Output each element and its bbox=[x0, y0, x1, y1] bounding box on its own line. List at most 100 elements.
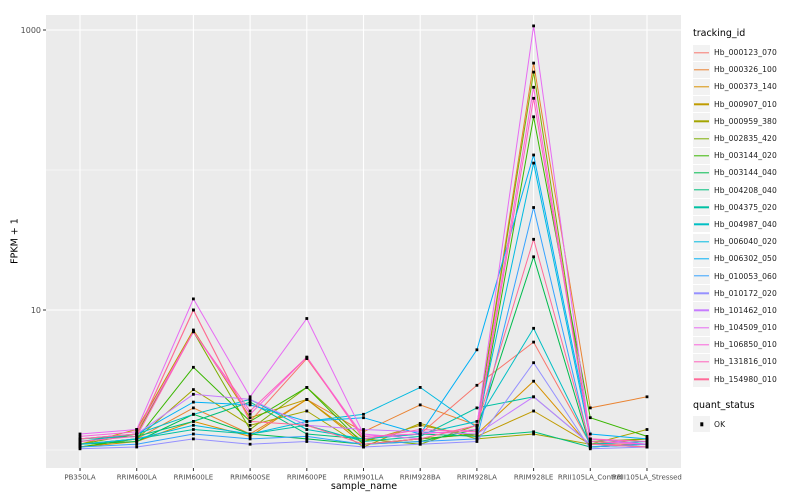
data-point bbox=[248, 395, 252, 399]
data-point bbox=[192, 420, 195, 423]
legend-entry-label: Hb_000907_010 bbox=[714, 99, 777, 109]
data-point bbox=[78, 435, 82, 438]
data-point bbox=[248, 432, 252, 436]
data-point bbox=[418, 442, 422, 446]
data-point bbox=[248, 437, 252, 441]
data-point bbox=[135, 437, 139, 441]
data-point bbox=[248, 398, 252, 401]
legend-key-swatch bbox=[693, 113, 710, 130]
data-point bbox=[192, 406, 195, 410]
legend-entry-label: Hb_106850_010 bbox=[714, 340, 777, 350]
data-point bbox=[78, 440, 82, 443]
data-point bbox=[192, 400, 195, 404]
legend-entry: Hb_010053_060 bbox=[693, 267, 799, 285]
legend-entry-label: Hb_000123_070 bbox=[714, 48, 777, 58]
data-point bbox=[645, 440, 649, 443]
legend-entry-label: Hb_006040_020 bbox=[714, 237, 777, 247]
data-point bbox=[305, 420, 309, 423]
data-point bbox=[135, 445, 139, 449]
data-point bbox=[135, 440, 139, 443]
legend-color-line bbox=[694, 120, 709, 123]
data-point bbox=[475, 423, 479, 427]
data-point bbox=[588, 437, 592, 441]
x-tick-label: RRII105LA_Stressed bbox=[612, 474, 682, 482]
data-point bbox=[305, 428, 309, 431]
legend-entry-label: Hb_104509_010 bbox=[714, 323, 777, 333]
legend-entry: Hb_154980_010 bbox=[693, 371, 799, 388]
data-point bbox=[645, 428, 649, 431]
legend-entry-quant: OK bbox=[693, 416, 799, 433]
data-point bbox=[248, 412, 252, 416]
data-point bbox=[248, 428, 252, 431]
legend-color-line bbox=[694, 223, 709, 226]
data-point bbox=[645, 395, 649, 399]
legend-entries: Hb_000123_070 Hb_000326_100 Hb_000373_140 H… bbox=[693, 44, 799, 388]
x-tick-label: RRIM600PE bbox=[287, 474, 327, 482]
data-point bbox=[192, 297, 195, 301]
legend-color-line bbox=[694, 326, 709, 329]
legend-color-line bbox=[694, 172, 709, 174]
data-point bbox=[305, 355, 309, 359]
data-point bbox=[192, 308, 195, 312]
data-point bbox=[135, 432, 139, 436]
legend-color-line bbox=[694, 292, 709, 294]
legend-key-swatch bbox=[693, 268, 710, 285]
data-point bbox=[475, 428, 479, 431]
data-point bbox=[78, 432, 82, 436]
legend-color-line bbox=[694, 103, 709, 105]
legend-key-swatch bbox=[693, 44, 710, 61]
data-point bbox=[475, 406, 479, 410]
legend-key-swatch bbox=[693, 336, 710, 353]
point-icon bbox=[699, 422, 704, 427]
data-point bbox=[418, 432, 422, 436]
data-point bbox=[418, 423, 422, 427]
data-point bbox=[248, 435, 252, 438]
legend: tracking_id Hb_000123_070 Hb_000326_100 Hb… bbox=[693, 28, 799, 433]
data-point bbox=[588, 442, 592, 446]
legend-entry-label: Hb_131816_010 bbox=[714, 357, 777, 367]
legend-key-swatch bbox=[693, 302, 710, 319]
data-point bbox=[78, 437, 82, 441]
legend-title-quant-status: quant_status bbox=[693, 399, 755, 411]
legend-entry: Hb_004375_020 bbox=[693, 199, 799, 216]
data-point bbox=[645, 437, 649, 441]
data-point bbox=[135, 435, 139, 438]
y-axis-title: FPKM + 1 bbox=[9, 218, 21, 264]
legend-key-swatch bbox=[693, 61, 710, 78]
y-tick-label: 10 bbox=[31, 306, 41, 315]
legend-entry-label: Hb_010172_020 bbox=[714, 288, 777, 298]
data-point bbox=[362, 440, 365, 443]
data-point bbox=[305, 317, 309, 320]
data-point bbox=[532, 115, 535, 119]
data-point bbox=[362, 445, 365, 449]
data-point bbox=[532, 70, 535, 74]
legend-entry-label: OK bbox=[714, 419, 726, 429]
data-point bbox=[475, 420, 479, 423]
data-point bbox=[475, 435, 479, 438]
legend-key-swatch bbox=[693, 371, 710, 388]
y-tick-label: 1000 bbox=[21, 26, 41, 35]
legend-color-line bbox=[694, 309, 709, 312]
legend-key-swatch bbox=[693, 216, 710, 233]
data-point bbox=[588, 445, 592, 449]
x-tick-label: RRII105LA_Control bbox=[558, 474, 623, 482]
data-point bbox=[248, 403, 252, 407]
x-tick-label: RRIM600LE bbox=[174, 474, 214, 482]
legend-key-swatch bbox=[693, 416, 710, 433]
data-point bbox=[305, 398, 309, 401]
legend-key-swatch bbox=[693, 319, 710, 336]
x-tick-label: RRIM928LA bbox=[457, 474, 497, 482]
data-point bbox=[588, 432, 592, 436]
data-point bbox=[248, 423, 252, 427]
x-axis-title: sample_name bbox=[330, 481, 398, 492]
legend-entry-label: Hb_000326_100 bbox=[714, 65, 777, 75]
data-point bbox=[532, 409, 535, 413]
data-point bbox=[532, 395, 535, 399]
legend-key-swatch bbox=[693, 130, 710, 147]
legend-entry: Hb_000373_140 bbox=[693, 78, 799, 95]
legend-entry: Hb_101462_010 bbox=[693, 302, 799, 319]
legend-entry-label: Hb_003144_020 bbox=[714, 151, 777, 161]
legend-color-line bbox=[694, 258, 709, 260]
data-point bbox=[78, 442, 82, 446]
